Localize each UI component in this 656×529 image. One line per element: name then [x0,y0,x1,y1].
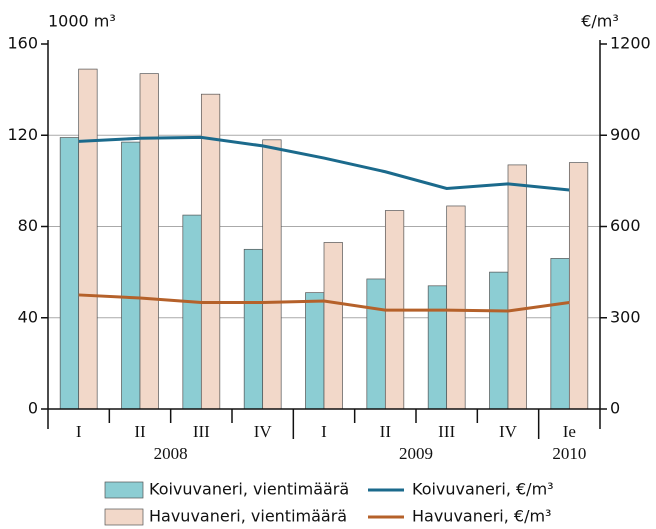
x-tick-label: III [193,422,210,441]
y-axis-label: 1000 m³ [48,12,116,31]
bar [262,139,282,410]
x-tick-label: IV [254,422,273,441]
x-group-label: 2008 [154,444,188,463]
y2-axis-label: €/m³ [581,12,619,31]
y-tick-label: 80 [18,216,38,235]
y-tick-label: 0 [28,399,38,418]
bar [427,285,448,410]
legend-label: Havuvaneri, €/m³ [412,507,551,526]
bar [139,73,159,410]
x-tick-label: II [134,422,146,441]
x-tick-label: III [438,422,455,441]
x-tick-label: II [380,422,392,441]
x-tick-label: IV [499,422,518,441]
bar [121,141,141,410]
bar [182,214,202,410]
bar [59,137,80,410]
legend-label: Havuvaneri, vientimäärä [149,507,347,526]
legend-label: Koivuvaneri, €/m³ [412,480,554,499]
legend-swatch [104,508,144,526]
legend-swatch [104,481,144,499]
bar [323,242,343,410]
y2-tick-label: 600 [610,216,641,235]
bar [366,278,386,410]
y-tick-label: 160 [7,34,38,53]
y2-tick-label: 900 [610,125,641,144]
x-tick-label: I [76,422,82,441]
bar [507,164,527,410]
bar [200,93,221,410]
x-tick-label: I [321,422,327,441]
x-group-label: 2010 [552,444,586,463]
y-tick-label: 120 [7,125,38,144]
x-group-label: 2009 [399,444,433,463]
bar [78,68,98,410]
y-tick-label: 40 [18,307,38,326]
y2-tick-label: 1200 [610,34,651,53]
bar [550,258,570,410]
line [78,293,570,313]
y2-tick-label: 0 [610,399,620,418]
bar [489,271,509,410]
bar [568,162,589,410]
y2-tick-label: 300 [610,307,641,326]
bar [243,248,264,410]
line [78,135,570,192]
x-tick-label: Ie [563,422,576,441]
bar [305,292,325,410]
legend-label: Koivuvaneri, vientimäärä [149,480,349,499]
bar [446,205,466,410]
